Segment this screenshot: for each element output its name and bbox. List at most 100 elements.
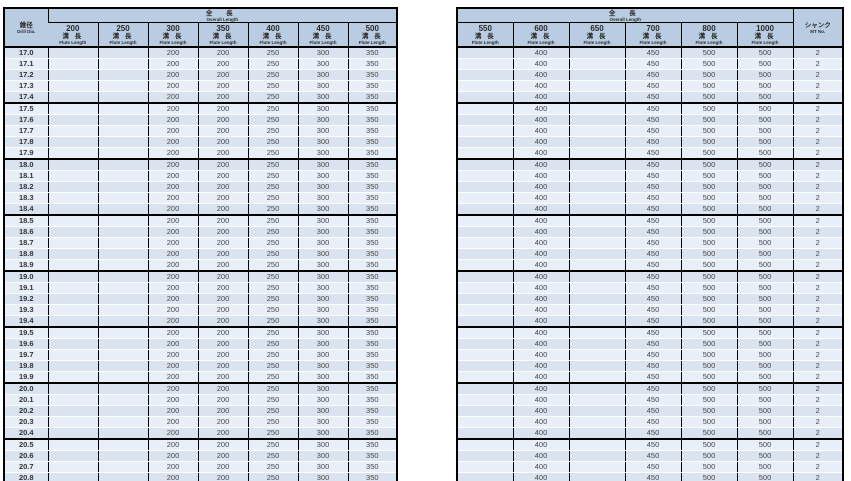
flute-length-cell xyxy=(47,450,98,462)
table-row: 19.6 200 200 250 300 350 xyxy=(4,338,398,350)
flute-length-cell: 400 xyxy=(512,472,569,481)
flute-length-cell xyxy=(97,394,148,406)
shank-cell: 2 xyxy=(792,58,843,70)
flute-length-cell: 400 xyxy=(512,147,569,160)
dia-cell: 20.0 xyxy=(4,382,48,395)
flute-length-cell: 350 xyxy=(347,214,398,227)
table-row: 20.3 200 200 250 300 350 xyxy=(4,416,398,428)
flute-length-cell: 200 xyxy=(197,349,248,361)
flute-length-cell: 200 xyxy=(147,461,198,473)
flute-length-cell: 450 xyxy=(624,416,681,428)
right-size-table: 全 長 Overall Length シャンク MT No. 550 溝 長 Flu… xyxy=(456,7,844,481)
dia-cell: 17.9 xyxy=(4,147,48,160)
flute-length-cell: 500 xyxy=(680,472,737,481)
shank-cell: 2 xyxy=(792,293,843,305)
flute-length-cell: 350 xyxy=(347,147,398,160)
flute-length-cell xyxy=(457,69,513,81)
flute-length-cell: 200 xyxy=(147,192,198,204)
right-table-body: 400 450 500 500 2 400 450 500 500 2 400 450 500 500 2 4… xyxy=(457,47,843,481)
flute-length-cell: 200 xyxy=(197,102,248,115)
flute-length-cell xyxy=(568,226,625,238)
flute-length-cell: 350 xyxy=(347,427,398,440)
flute-length-cell: 450 xyxy=(624,326,681,339)
flute-length-cell xyxy=(97,472,148,481)
flute-length-cell: 200 xyxy=(147,214,198,227)
flute-length-jp: 溝 長 xyxy=(530,33,552,40)
flute-length-cell xyxy=(97,114,148,126)
flute-length-cell: 200 xyxy=(147,203,198,216)
flute-length-cell: 200 xyxy=(147,382,198,395)
flute-length-cell xyxy=(47,58,98,70)
flute-length-cell: 200 xyxy=(197,214,248,227)
flute-length-cell: 200 xyxy=(147,125,198,137)
flute-length-cell: 350 xyxy=(347,461,398,473)
table-row: 20.6 200 200 250 300 350 xyxy=(4,450,398,462)
flute-length-cell: 300 xyxy=(297,293,348,305)
flute-length-cell: 300 xyxy=(297,80,348,92)
flute-length-cell xyxy=(97,360,148,372)
flute-length-cell: 500 xyxy=(680,91,737,104)
flute-length-cell xyxy=(568,304,625,316)
table-row: 400 450 500 500 2 xyxy=(457,293,843,305)
overall-length-value: 400 xyxy=(266,24,280,33)
flute-length-cell: 450 xyxy=(624,181,681,193)
flute-length-column-header: 500 溝 長 Flute Length xyxy=(347,22,398,48)
flute-length-cell xyxy=(97,91,148,104)
flute-length-cell: 200 xyxy=(147,237,198,249)
flute-length-cell xyxy=(457,360,513,372)
flute-length-cell: 500 xyxy=(736,293,793,305)
flute-length-cell: 500 xyxy=(736,102,793,115)
flute-length-cell: 200 xyxy=(197,382,248,395)
flute-length-cell: 250 xyxy=(247,461,298,473)
flute-length-cell: 400 xyxy=(512,181,569,193)
table-row: 400 450 500 500 2 xyxy=(457,304,843,316)
flute-length-cell xyxy=(457,80,513,92)
flute-length-jp: 溝 長 xyxy=(361,33,383,40)
flute-length-cell: 350 xyxy=(347,270,398,283)
table-row: 18.2 200 200 250 300 350 xyxy=(4,181,398,193)
overall-length-value: 450 xyxy=(316,24,330,33)
flute-length-cell xyxy=(457,136,513,148)
flute-length-cell: 200 xyxy=(147,293,198,305)
flute-length-cell xyxy=(457,147,513,160)
flute-length-cell: 300 xyxy=(297,282,348,294)
flute-length-cell: 450 xyxy=(624,371,681,384)
flute-length-cell: 500 xyxy=(736,382,793,395)
flute-length-cell: 400 xyxy=(512,326,569,339)
flute-length-cell: 350 xyxy=(347,472,398,481)
dia-cell: 20.2 xyxy=(4,405,48,417)
flute-length-cell xyxy=(47,114,98,126)
flute-length-cell: 500 xyxy=(736,237,793,249)
shank-cell: 2 xyxy=(792,69,843,81)
flute-length-cell: 500 xyxy=(736,450,793,462)
flute-length-cell xyxy=(97,170,148,182)
flute-length-cell: 250 xyxy=(247,282,298,294)
flute-length-cell xyxy=(457,203,513,216)
flute-length-cell: 500 xyxy=(680,136,737,148)
dia-cell: 19.5 xyxy=(4,326,48,339)
flute-length-cell: 500 xyxy=(736,69,793,81)
flute-length-cell: 250 xyxy=(247,226,298,238)
flute-length-cell: 400 xyxy=(512,58,569,70)
flute-length-cell: 300 xyxy=(297,158,348,171)
flute-length-cell: 200 xyxy=(197,80,248,92)
flute-length-cell: 350 xyxy=(347,304,398,316)
dia-cell: 18.8 xyxy=(4,248,48,260)
flute-length-cell: 400 xyxy=(512,360,569,372)
flute-length-cell xyxy=(568,91,625,104)
flute-length-cell: 500 xyxy=(736,58,793,70)
flute-length-cell xyxy=(457,125,513,137)
flute-length-cell: 200 xyxy=(197,326,248,339)
flute-length-cell xyxy=(568,114,625,126)
flute-length-cell: 400 xyxy=(512,158,569,171)
flute-length-cell: 450 xyxy=(624,226,681,238)
flute-length-cell: 200 xyxy=(197,270,248,283)
flute-length-cell: 500 xyxy=(680,405,737,417)
table-row: 400 450 500 500 2 xyxy=(457,125,843,137)
table-row: 400 450 500 500 2 xyxy=(457,371,843,384)
flute-length-en: Flute Length xyxy=(159,40,187,45)
table-row: 19.4 200 200 250 300 350 xyxy=(4,315,398,328)
flute-length-cell: 450 xyxy=(624,315,681,328)
flute-length-cell xyxy=(568,181,625,193)
